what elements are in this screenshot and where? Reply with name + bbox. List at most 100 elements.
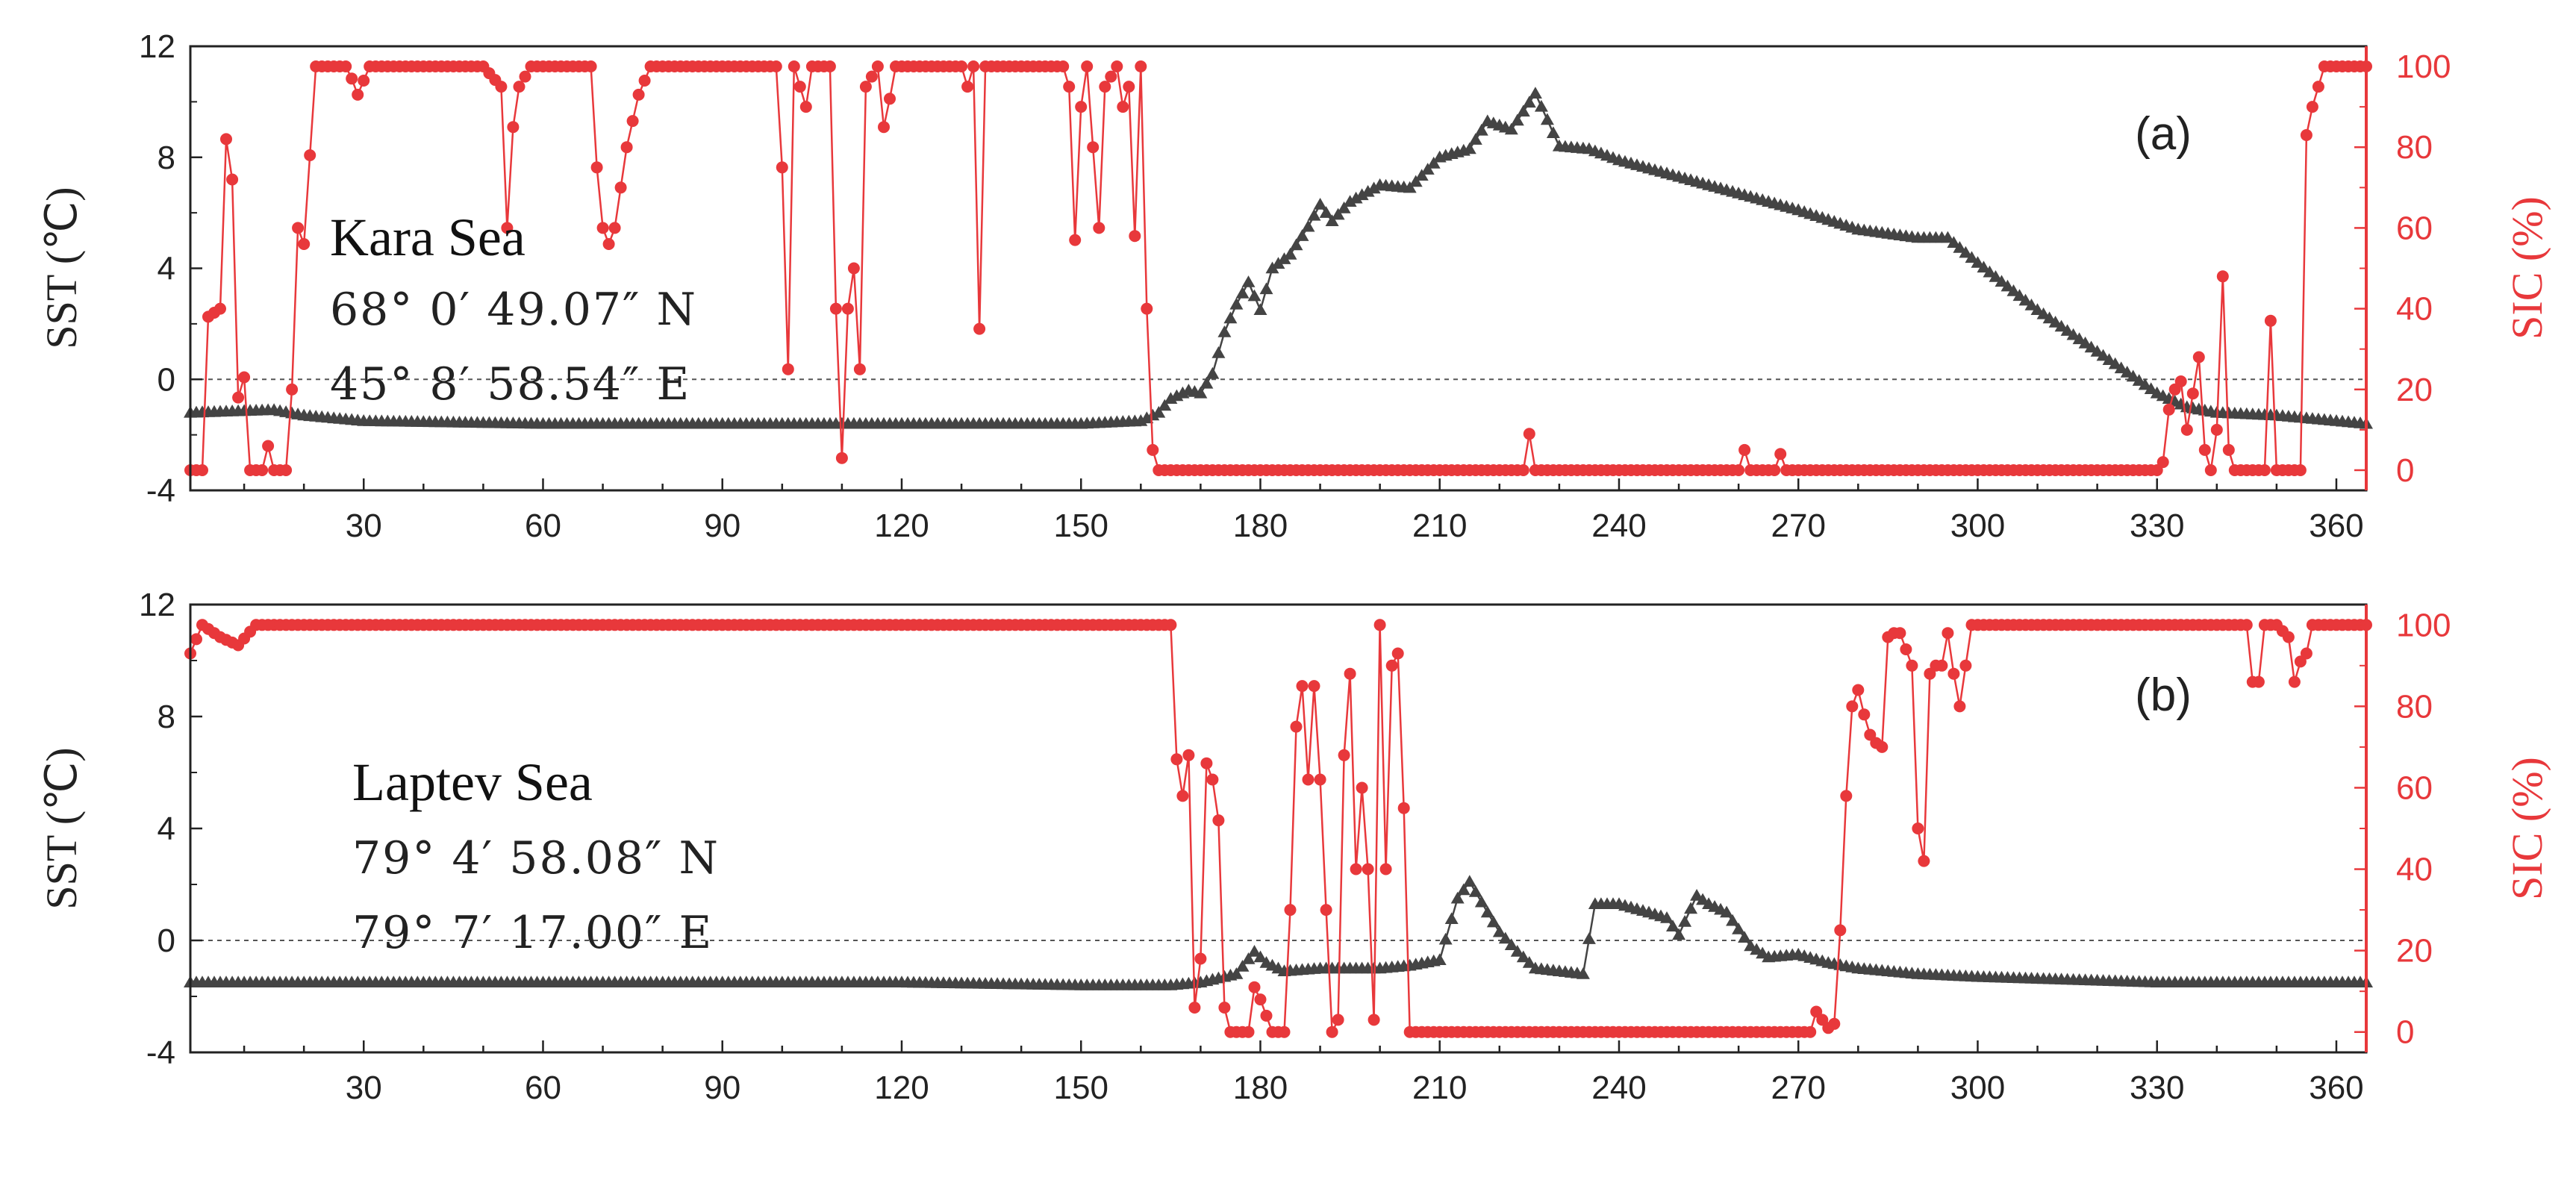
panel-a-sst-point xyxy=(1953,241,1967,253)
panel-a-sst-point xyxy=(1313,198,1327,210)
panel-a-sst-point xyxy=(1301,219,1315,232)
panel-b-sic-point xyxy=(1314,773,1326,786)
panel-a-sst-point xyxy=(1522,96,1536,108)
panel-a-xtick-label: 180 xyxy=(1233,508,1288,544)
panel-b-sic-point xyxy=(1828,1017,1841,1030)
panel-b-sst-point xyxy=(1582,932,1596,944)
panel-a-sst-point xyxy=(1546,126,1560,138)
panel-b-sst-point xyxy=(1492,925,1506,937)
panel-b-sic-point xyxy=(1296,680,1309,693)
panel-a-sic-point xyxy=(823,60,836,72)
panel-b-sic-point xyxy=(1302,773,1314,786)
panel-b-sic-point xyxy=(2252,675,2265,688)
panel-a-sic-point xyxy=(2300,129,2313,141)
panel-a-sic-point xyxy=(1111,60,1123,72)
panel-b-sic-point xyxy=(1170,753,1183,766)
panel-a-sst-point xyxy=(1211,346,1226,358)
panel-a-sst-point xyxy=(1516,104,1530,117)
panel-a-sic-point xyxy=(2162,403,2175,416)
panel-a-sic-point xyxy=(256,464,269,476)
panel-a-sic-point xyxy=(835,452,848,464)
panel-a-sic-point xyxy=(238,371,251,384)
panel-a-sic-point xyxy=(2156,456,2169,469)
panel-a-sic-point xyxy=(214,302,226,315)
panel-a-sic-point xyxy=(2210,423,2223,436)
panel-b-ytick-left-label: 0 xyxy=(158,923,175,959)
panel-a-sst-point xyxy=(1420,163,1435,175)
panel-a-sic-point xyxy=(1738,443,1751,456)
panel-a-latitude: 68° 0′ 49.07″ N xyxy=(330,284,697,336)
panel-b-sic-point xyxy=(1804,1026,1817,1038)
panel-a-sst-point xyxy=(2012,289,2027,302)
panel-b-sst-point xyxy=(1474,895,1488,908)
panel-a-sic-point xyxy=(782,363,794,375)
panel-b-series-sst xyxy=(184,875,2373,990)
panel-a-sic-point xyxy=(220,133,232,146)
panel-a-sic-point xyxy=(352,88,364,101)
panel-a-sst-point xyxy=(1415,169,1429,181)
panel-a-chart: 30 60 90 120 150 180 210 240 270 300 330 360-404812… xyxy=(37,28,2551,544)
panel-a-sst-point xyxy=(2000,279,2015,292)
panel-b-xtick-label: 330 xyxy=(2130,1070,2184,1106)
panel-a-sic-point xyxy=(1123,81,1135,93)
panel-a-sic-point xyxy=(513,81,526,93)
panel-b-sic-point xyxy=(1338,749,1350,761)
panel-a-sst-point xyxy=(1947,236,1961,248)
panel-a-sst-point xyxy=(1331,207,1345,220)
panel-b-sic-point xyxy=(1858,708,1871,721)
panel-a-sic-point xyxy=(501,222,514,234)
panel-a-sst-point xyxy=(1361,184,1375,197)
panel-a-sic-point xyxy=(2294,464,2307,476)
panel-a-sic-point xyxy=(495,81,508,93)
panel-b-sic-point xyxy=(1332,1014,1344,1026)
panel-b-sic-point xyxy=(1367,1014,1380,1026)
panel-a-sic-point xyxy=(853,363,866,375)
panel-a-sst-point xyxy=(2018,293,2033,306)
panel-a-sst-point xyxy=(1253,303,1267,315)
panel-a-ytick-left-label: 0 xyxy=(158,361,175,398)
panel-a-sic-point xyxy=(262,440,275,452)
panel-b-xtick-label: 120 xyxy=(874,1070,929,1106)
panel-b-label: (b) xyxy=(2135,669,2192,721)
panel-a-ytick-right-label: 80 xyxy=(2396,129,2433,166)
panel-b-ytick-right-label: 100 xyxy=(2396,607,2451,643)
panel-b-sst-point xyxy=(1432,953,1447,965)
panel-a-sst-point xyxy=(1319,206,1333,218)
panel-b-sic-point xyxy=(1834,924,1847,937)
panel-a-sst-point xyxy=(1983,265,1997,278)
panel-a-xtick-label: 270 xyxy=(1771,508,1826,544)
panel-b-sst-point xyxy=(1253,950,1267,963)
panel-a-xtick-label: 150 xyxy=(1054,508,1108,544)
panel-a-sic-point xyxy=(884,93,896,105)
panel-b-sic-point xyxy=(1947,667,1960,680)
panel-b-sst-point xyxy=(1468,885,1482,897)
panel-a-label: (a) xyxy=(2135,108,2192,160)
panel-a-sst-point xyxy=(1158,399,1172,411)
panel-b-sic-point xyxy=(2282,631,2295,643)
panel-b-sic-point xyxy=(1810,1005,1823,1018)
panel-b-sst-point xyxy=(1498,931,1512,944)
panel-a-ytick-right-label: 0 xyxy=(2396,452,2414,489)
panel-b-sic-point xyxy=(1906,659,1918,672)
panel-b-sst-point xyxy=(1247,945,1262,957)
panel-b-series-sic xyxy=(184,619,2372,1038)
panel-a-sst-point xyxy=(2030,303,2045,315)
panel-a-ytick-right-label: 100 xyxy=(2396,49,2451,85)
panel-a-sic-point xyxy=(859,81,872,93)
panel-a-sst-point xyxy=(1343,195,1357,207)
panel-b-xtick-label: 270 xyxy=(1771,1070,1826,1106)
panel-b-sic-point xyxy=(1176,790,1189,802)
panel-a-sst-point xyxy=(1283,247,1297,260)
panel-b-ylabel-left: SST (℃) xyxy=(37,747,86,909)
panel-b-ytick-right-label: 80 xyxy=(2396,688,2433,725)
panel-a-sst-point xyxy=(1223,311,1238,324)
panel-a-sst-point xyxy=(1941,231,1955,243)
panel-a-sic-point xyxy=(799,101,812,113)
panel-b-sst-point xyxy=(1660,911,1674,923)
panel-b-sic-point xyxy=(1852,684,1865,696)
panel-a-sic-point xyxy=(584,60,597,72)
panel-a-ytick-right-label: 20 xyxy=(2396,372,2433,408)
panel-b-sst-point xyxy=(1486,915,1500,928)
panel-a-sst-point xyxy=(1462,142,1476,154)
panel-b-location: Laptev Sea xyxy=(352,752,593,812)
